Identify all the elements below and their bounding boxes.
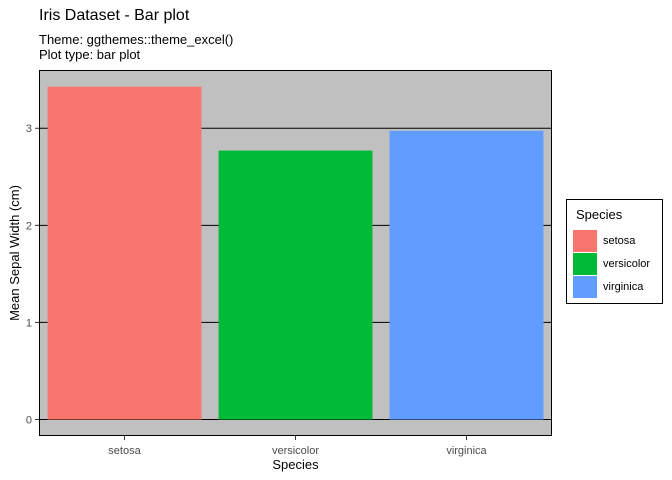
legend-title: Species [576,207,623,222]
legend-label-versicolor: versicolor [603,258,651,270]
bar-virginica [389,130,544,420]
chart-subtitle-theme: Theme: ggthemes::theme_excel() [39,32,234,47]
y-tick-label-1: 1 [26,317,32,329]
legend-label-virginica: virginica [603,281,644,293]
chart-subtitle-plot-type: Plot type: bar plot [39,47,141,62]
legend-key-setosa [573,230,597,252]
y-tick-label-2: 2 [26,220,32,232]
legend-key-virginica [573,276,597,298]
x-tick-label-virginica: virginica [446,445,487,457]
x-tick-label-versicolor: versicolor [272,445,319,457]
x-tick-label-setosa: setosa [108,445,141,457]
legend: Species setosa versicolor virginica [566,199,663,304]
legend-item-virginica: virginica [573,276,663,300]
legend-item-versicolor: versicolor [573,253,663,277]
y-axis-title: Mean Sepal Width (cm) [7,185,22,321]
legend-item-setosa: setosa [573,230,663,254]
y-tick-label-3: 3 [26,123,32,135]
bar-versicolor [218,150,373,420]
legend-label-setosa: setosa [603,235,636,247]
x-axis-title: Species [272,457,319,472]
legend-key-versicolor [573,253,597,275]
y-tick-label-0: 0 [26,414,32,426]
plot-border [39,70,552,436]
chart-title: Iris Dataset - Bar plot [39,7,190,24]
bar-setosa [47,86,202,420]
